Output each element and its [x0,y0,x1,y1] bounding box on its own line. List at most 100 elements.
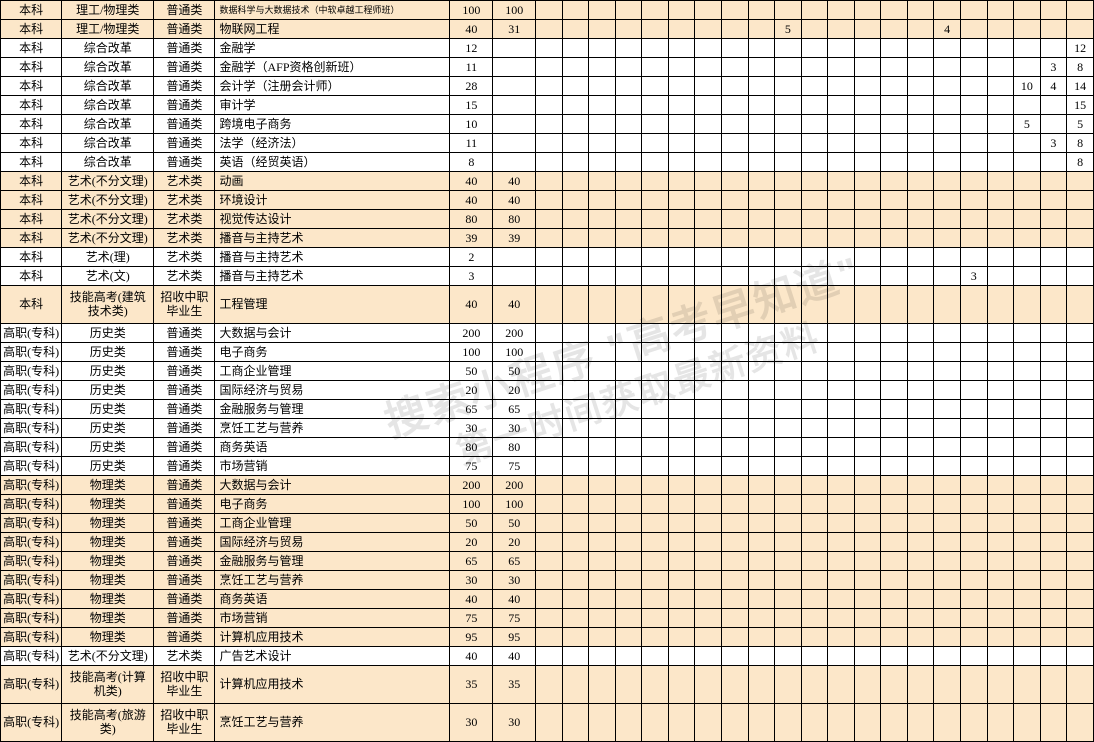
num-cell [881,666,908,704]
num-cell [668,571,695,590]
num-cell [695,438,722,457]
num-cell [907,457,934,476]
num-cell [907,39,934,58]
num-cell [642,362,669,381]
num-cell: 31 [493,20,536,39]
num-cell [828,210,855,229]
type: 普通类 [154,514,215,533]
num-cell [589,77,616,96]
num-cell [1040,609,1067,628]
level: 本科 [1,115,62,134]
num-cell [536,115,563,134]
table-row: 高职(专科)技能高考(旅游类)招收中职毕业生烹饪工艺与营养3030 [1,704,1094,742]
type: 普通类 [154,419,215,438]
num-cell [748,267,775,286]
num-cell [801,609,828,628]
num-cell [695,362,722,381]
num-cell [589,343,616,362]
num-cell [854,248,881,267]
num-cell [1014,58,1041,77]
num-cell [828,609,855,628]
num-cell [881,191,908,210]
type: 招收中职毕业生 [154,704,215,742]
type: 招收中职毕业生 [154,286,215,324]
num-cell [642,590,669,609]
num-cell: 35 [450,666,493,704]
num-cell [536,666,563,704]
num-cell [907,343,934,362]
num-cell [695,666,722,704]
num-cell [854,267,881,286]
num-cell [854,343,881,362]
num-cell [881,286,908,324]
num-cell [642,77,669,96]
num-cell [589,590,616,609]
major: 英语（经贸英语） [215,153,450,172]
num-cell [1067,419,1094,438]
category: 物理类 [62,552,154,571]
num-cell [748,248,775,267]
num-cell [934,324,961,343]
level: 本科 [1,77,62,96]
num-cell [536,172,563,191]
num-cell [642,229,669,248]
num-cell [1014,153,1041,172]
type: 普通类 [154,115,215,134]
num-cell [536,39,563,58]
num-cell: 65 [450,400,493,419]
num-cell [642,704,669,742]
level: 高职(专科) [1,476,62,495]
num-cell [1040,571,1067,590]
table-row: 本科综合改革普通类英语（经贸英语）88 [1,153,1094,172]
num-cell [801,191,828,210]
num-cell [748,172,775,191]
major: 烹饪工艺与营养 [215,571,450,590]
num-cell [748,704,775,742]
num-cell [854,476,881,495]
num-cell [775,39,802,58]
num-cell [536,381,563,400]
num-cell: 40 [493,647,536,666]
num-cell [934,77,961,96]
category: 理工/物理类 [62,20,154,39]
category: 物理类 [62,495,154,514]
num-cell [642,134,669,153]
num-cell [775,609,802,628]
num-cell [493,248,536,267]
num-cell [589,39,616,58]
num-cell [907,286,934,324]
num-cell [493,134,536,153]
num-cell [615,362,642,381]
num-cell [748,400,775,419]
num-cell [668,362,695,381]
num-cell [695,571,722,590]
num-cell [934,590,961,609]
num-cell [801,343,828,362]
major: 大数据与会计 [215,324,450,343]
num-cell: 30 [450,704,493,742]
num-cell [668,533,695,552]
num-cell [907,647,934,666]
num-cell [1014,362,1041,381]
num-cell [934,362,961,381]
category: 艺术(不分文理) [62,172,154,191]
num-cell [854,20,881,39]
major: 工程管理 [215,286,450,324]
num-cell: 15 [1067,96,1094,115]
num-cell [1014,381,1041,400]
num-cell [1067,438,1094,457]
num-cell [536,191,563,210]
num-cell [589,381,616,400]
num-cell [722,229,749,248]
num-cell [1014,666,1041,704]
num-cell [907,381,934,400]
num-cell [589,96,616,115]
table-row: 本科技能高考(建筑技术类)招收中职毕业生工程管理4040 [1,286,1094,324]
num-cell [987,172,1014,191]
num-cell [1067,590,1094,609]
num-cell [615,476,642,495]
num-cell [1067,324,1094,343]
num-cell [536,229,563,248]
num-cell [695,115,722,134]
major: 市场营销 [215,609,450,628]
